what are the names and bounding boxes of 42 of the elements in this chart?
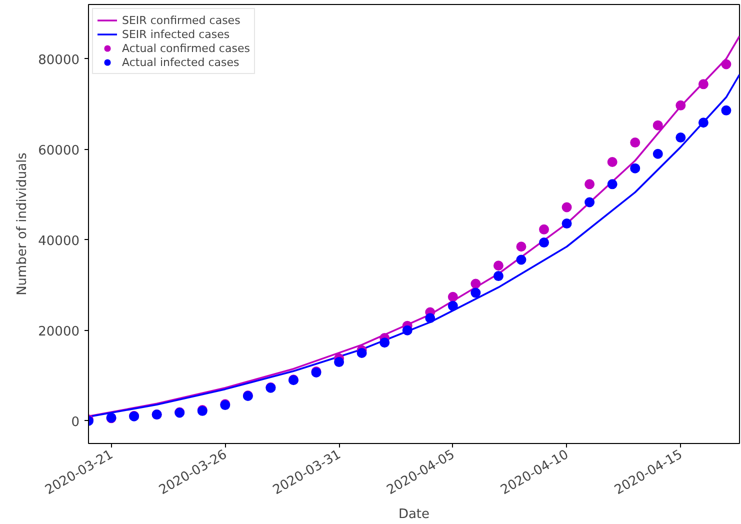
legend-label: SEIR infected cases [122,27,230,41]
point [539,238,550,248]
point [562,218,572,229]
point [402,325,412,336]
point [584,197,595,208]
point [470,278,481,289]
y-tick-label: 20000 [38,324,80,340]
point [721,59,732,70]
point [562,202,572,212]
point [676,132,686,143]
y-tick-label: 60000 [38,143,80,158]
y-tick-label: 40000 [38,234,80,249]
point [607,179,618,190]
point [516,254,526,265]
point [516,242,526,252]
point [334,357,344,368]
point [539,224,550,234]
y-tick-label: 0 [71,414,80,430]
point [470,288,481,298]
legend-label: SEIR confirmed cases [122,13,240,27]
legend-label: Actual infected cases [122,55,240,69]
point [698,118,708,128]
point [356,348,367,358]
y-tick-label: 80000 [38,52,80,68]
x-axis-title: Date [398,506,430,522]
legend-label: Actual confirmed cases [122,41,250,55]
point [380,338,390,348]
point [448,300,458,311]
point [607,157,618,167]
point [676,100,686,110]
point [425,313,436,324]
y-axis-title: Number of individuals [15,152,30,296]
point [630,163,640,174]
point [630,138,640,148]
point [493,260,504,271]
point [698,79,708,90]
point [652,120,663,130]
point [652,148,663,159]
point [584,179,595,190]
point [448,292,458,302]
point [721,105,732,116]
point [493,271,504,282]
